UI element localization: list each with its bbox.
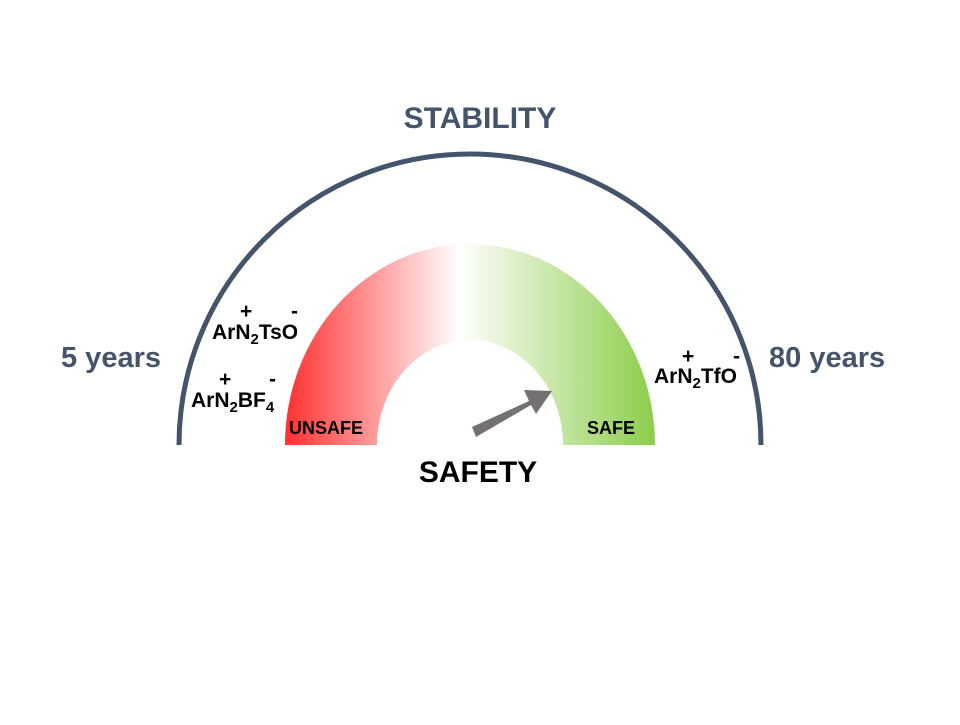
safety-gauge-band [285, 244, 655, 445]
unsafe-label: UNSAFE [289, 418, 364, 438]
compound-formula: ArN2TfO [654, 365, 738, 392]
compound-formula: ArN2TsO [212, 321, 299, 348]
safety-title: SAFETY [418, 456, 538, 489]
stability-title: STABILITY [403, 102, 557, 135]
anion-charge: - [291, 300, 298, 323]
stability-max-label: 80 years [769, 342, 886, 374]
anion-charge: - [733, 345, 740, 368]
compound-formula: ArN2BF4 [191, 389, 275, 416]
stability-arc [176, 151, 764, 446]
cation-charge: + [219, 368, 232, 391]
safety-needle-arrow [472, 390, 552, 437]
cation-charge: + [240, 300, 253, 323]
stability-min-label: 5 years [61, 342, 161, 374]
cation-charge: + [682, 345, 695, 368]
safe-label: SAFE [587, 418, 636, 438]
anion-charge: - [269, 368, 276, 391]
